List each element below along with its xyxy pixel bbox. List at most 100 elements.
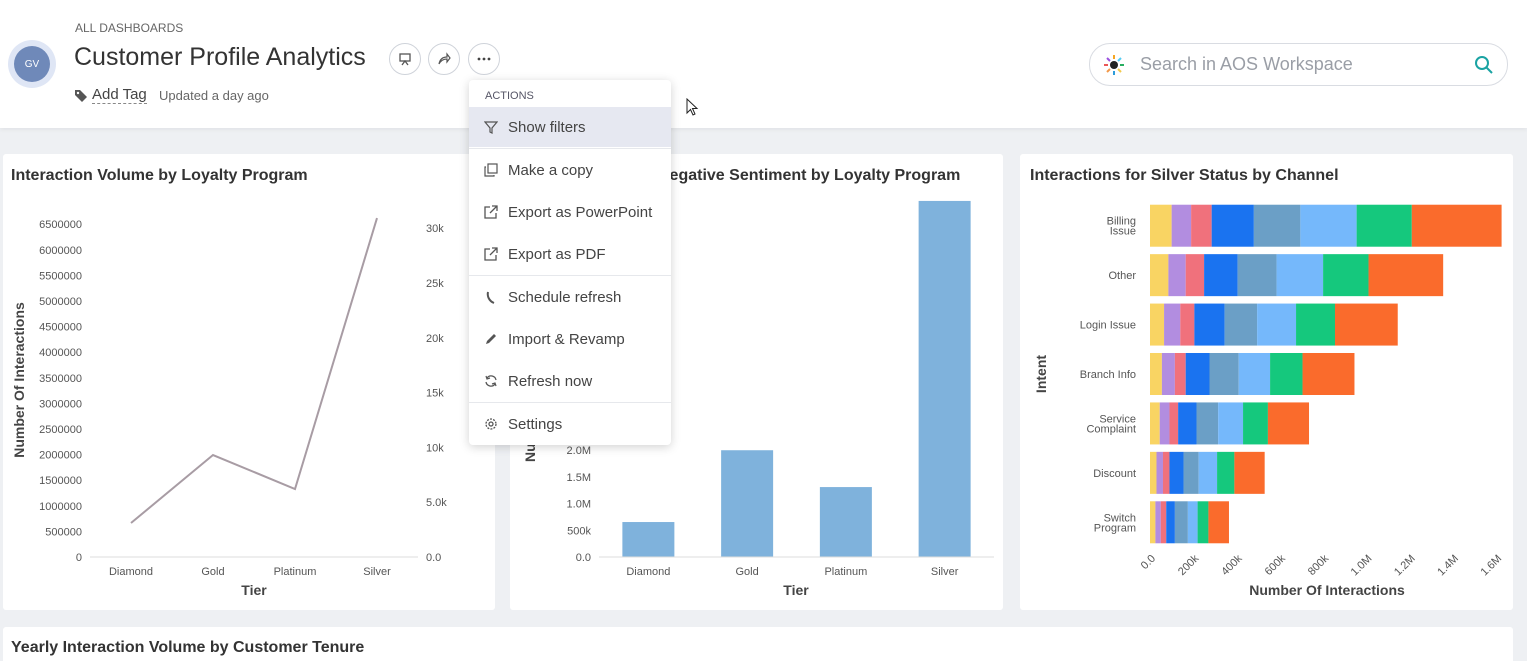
- x-tick-label: Gold: [201, 566, 224, 578]
- y-tick-label: 500000: [45, 526, 82, 538]
- separator: [469, 402, 671, 403]
- chart-title: Interaction Volume by Loyalty Program: [11, 167, 308, 184]
- y2-tick-label: 30k: [426, 223, 444, 235]
- bar-segment: [1150, 303, 1165, 346]
- menu-item[interactable]: Refresh now: [469, 361, 671, 401]
- x-tick-label: Gold: [736, 566, 759, 578]
- menu-item-label: Show filters: [508, 118, 586, 136]
- bar-segment: [1180, 303, 1195, 346]
- search-icon[interactable]: [1474, 55, 1494, 75]
- y-tick-label: 1500000: [39, 475, 82, 487]
- bar-segment: [1198, 451, 1218, 494]
- y-tick-label: 2000000: [39, 450, 82, 462]
- bar-segment: [1185, 353, 1210, 395]
- y2-tick-label: 15k: [426, 388, 444, 400]
- menu-item-label: Export as PowerPoint: [508, 203, 653, 221]
- bar-segment: [1156, 451, 1163, 494]
- y-tick-label: 1.5M: [567, 472, 591, 484]
- bar-segment: [1218, 402, 1244, 445]
- bar-segment: [1267, 402, 1310, 445]
- chart-title: Interactions for Silver Status by Channe…: [1030, 167, 1339, 184]
- x-tick-label: Diamond: [626, 566, 670, 578]
- card-title: Yearly Interaction Volume by Customer Te…: [11, 639, 364, 656]
- header: GV ALL DASHBOARDS Customer Profile Analy…: [0, 0, 1527, 128]
- present-button[interactable]: [389, 43, 421, 75]
- menu-item-label: Export as PDF: [508, 245, 606, 263]
- bar-segment: [1368, 254, 1444, 297]
- bar-segment: [1191, 204, 1212, 247]
- bar-segment: [1150, 353, 1162, 395]
- label-line: Service: [1099, 413, 1136, 425]
- y-tick-label: 4000000: [39, 347, 82, 359]
- bar-segment: [1217, 451, 1235, 494]
- bar-segment: [1194, 303, 1225, 346]
- y-tick-label: Branch Info: [1080, 369, 1136, 381]
- y-tick-label: Discount: [1093, 468, 1136, 480]
- bar-segment: [1253, 204, 1301, 247]
- y2-tick-label: 0.0: [426, 552, 441, 564]
- y-tick-label: 5500000: [39, 270, 82, 282]
- menu-item-label: Settings: [508, 415, 563, 433]
- bar-segment: [1150, 254, 1169, 297]
- bar-segment: [1356, 204, 1412, 247]
- workspace-logo: [1104, 55, 1124, 75]
- x-tick-label: Platinum: [274, 566, 317, 578]
- bar-segment: [1155, 501, 1161, 544]
- bar-segment: [1234, 451, 1265, 494]
- share-button[interactable]: [428, 43, 460, 75]
- bar-segment: [1171, 204, 1192, 247]
- bar-segment: [1187, 501, 1198, 544]
- bar-segment: [1300, 204, 1357, 247]
- updated-time: Updated a day ago: [159, 88, 269, 103]
- bar-segment: [1323, 254, 1369, 297]
- bar: [721, 450, 774, 557]
- bar-segment: [1302, 353, 1355, 395]
- y-tick-label: 1.0M: [567, 499, 591, 511]
- y-tick-label: Switch Program: [1091, 512, 1136, 534]
- bar-segment: [1296, 303, 1335, 346]
- avatar[interactable]: GV: [8, 40, 56, 88]
- cursor: [686, 98, 699, 116]
- menu-item-label: Import & Revamp: [508, 330, 625, 348]
- breadcrumb[interactable]: ALL DASHBOARDS: [75, 21, 184, 35]
- bar-segment: [1196, 402, 1219, 445]
- y-tick-label: 6000000: [39, 245, 82, 257]
- y-tick-label: 5000000: [39, 296, 82, 308]
- menu-item[interactable]: Export as PowerPoint: [469, 192, 671, 232]
- menu-item[interactable]: Import & Revamp: [469, 319, 671, 359]
- y2-tick-label: 25k: [426, 278, 444, 290]
- bar-segment: [1197, 501, 1209, 544]
- x-tick-label: Diamond: [109, 566, 153, 578]
- add-tag[interactable]: Add Tag: [92, 86, 147, 104]
- x-tick-label: Silver: [931, 566, 959, 578]
- label-line: Program: [1091, 522, 1136, 534]
- bar-segment: [1238, 353, 1271, 395]
- y-tick-label: Billing Issue: [1107, 216, 1136, 238]
- y2-tick-label: 20k: [426, 333, 444, 345]
- y-tick-label: 6500000: [39, 219, 82, 231]
- y2-tick-label: 5.0k: [426, 497, 447, 509]
- chart-title: Negative Sentiment by Loyalty Program: [658, 167, 960, 184]
- bar-segment: [1159, 402, 1170, 445]
- menu-item[interactable]: Make a copy: [469, 150, 671, 190]
- more-button[interactable]: [468, 43, 500, 75]
- menu-item[interactable]: Export as PDF: [469, 234, 671, 274]
- card: [3, 154, 495, 610]
- bar-segment: [1166, 501, 1175, 544]
- avatar-initials: GV: [14, 46, 50, 82]
- menu-item-label: Refresh now: [508, 372, 593, 390]
- bar-segment: [1411, 204, 1502, 247]
- x-tick-label: Platinum: [824, 566, 867, 578]
- menu-item[interactable]: Show filters: [469, 107, 671, 147]
- y-axis-label: Intent: [1033, 355, 1049, 393]
- bar-segment: [1209, 353, 1239, 395]
- y-tick-label: 3500000: [39, 373, 82, 385]
- menu-item[interactable]: Schedule refresh: [469, 277, 671, 317]
- y-tick-label: 3000000: [39, 398, 82, 410]
- menu-item-label: Schedule refresh: [508, 288, 622, 306]
- separator: [469, 148, 671, 149]
- search-box[interactable]: Search in AOS Workspace: [1089, 43, 1508, 86]
- bar-segment: [1208, 501, 1229, 544]
- menu-item[interactable]: Settings: [469, 404, 671, 444]
- label-line: Issue: [1107, 226, 1136, 238]
